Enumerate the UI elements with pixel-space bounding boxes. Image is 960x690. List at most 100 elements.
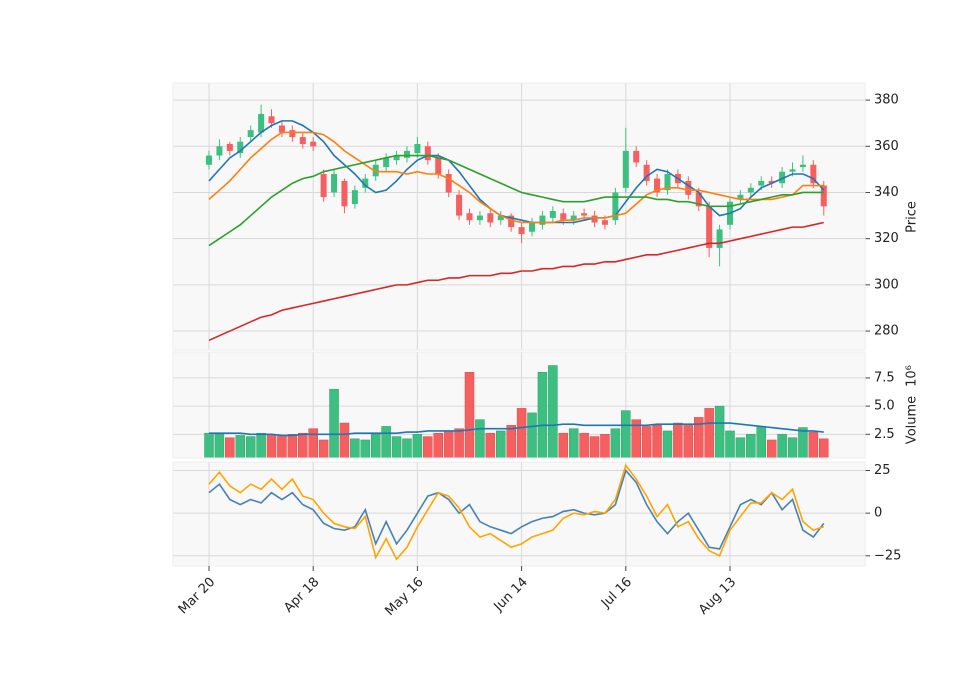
volume-bar bbox=[433, 432, 443, 459]
volume-bar bbox=[308, 428, 318, 459]
candle-body bbox=[570, 215, 577, 221]
candle-body bbox=[310, 141, 317, 147]
panel-frame bbox=[172, 461, 866, 567]
volume-bar bbox=[245, 436, 256, 459]
candle-body bbox=[362, 178, 369, 188]
line-series bbox=[208, 463, 825, 561]
y-tick-label: 25 bbox=[874, 463, 891, 478]
volume-bar bbox=[673, 422, 683, 459]
volume-bar bbox=[808, 431, 819, 459]
volume-bar bbox=[746, 434, 756, 459]
x-tick-label: Aug 13 bbox=[696, 575, 739, 618]
panel-background bbox=[173, 83, 865, 350]
candle-body bbox=[299, 137, 306, 144]
volume-axis-label: Volume bbox=[905, 396, 920, 444]
candle-body bbox=[466, 213, 473, 221]
candle-body bbox=[820, 185, 827, 207]
y-tick-label: 380 bbox=[874, 93, 899, 108]
candle-body bbox=[539, 215, 546, 225]
candle-body bbox=[581, 213, 588, 216]
candle-body bbox=[320, 174, 327, 198]
candle-body bbox=[216, 146, 223, 156]
candle-body bbox=[351, 190, 358, 205]
volume-bar bbox=[714, 405, 725, 459]
candle-body bbox=[508, 215, 515, 228]
candle-body bbox=[289, 130, 296, 138]
volume-bar bbox=[725, 430, 735, 459]
panel-background bbox=[173, 462, 865, 566]
candle-body bbox=[601, 220, 608, 225]
candle-body bbox=[737, 194, 744, 200]
candle-body bbox=[393, 155, 400, 161]
candle-body bbox=[247, 130, 254, 138]
volume-bar bbox=[350, 438, 360, 459]
panel-frame bbox=[172, 82, 866, 351]
line-series bbox=[209, 422, 824, 437]
volume-bar bbox=[568, 428, 579, 459]
candle-body bbox=[278, 125, 285, 133]
volume-bar bbox=[527, 412, 537, 459]
volume-bar bbox=[506, 425, 516, 459]
line-series bbox=[208, 154, 824, 247]
y-tick-label: 280 bbox=[874, 324, 899, 339]
y-tick-label: 7.5 bbox=[874, 370, 895, 385]
candle-body bbox=[476, 215, 483, 221]
volume-bar bbox=[819, 438, 829, 459]
volume-bar bbox=[683, 423, 694, 459]
candle-body bbox=[549, 210, 556, 218]
volume-bar bbox=[662, 430, 673, 459]
volume-bar bbox=[485, 432, 496, 459]
candle-body bbox=[237, 141, 244, 154]
candle-body bbox=[414, 143, 421, 154]
volume-bar bbox=[777, 434, 787, 459]
candle-body bbox=[685, 180, 692, 195]
candle-body bbox=[383, 157, 390, 168]
volume-unit-label: 10⁶ bbox=[905, 365, 920, 387]
volume-bar bbox=[589, 436, 600, 459]
y-tick-label: 5.0 bbox=[874, 399, 895, 414]
candle-body bbox=[758, 180, 765, 186]
volume-bar bbox=[621, 410, 631, 459]
candle-body bbox=[612, 192, 619, 221]
y-tick-label: 0 bbox=[874, 506, 882, 521]
x-tick-label: Mar 20 bbox=[176, 575, 219, 618]
volume-bar bbox=[339, 422, 350, 459]
candle-body bbox=[560, 213, 567, 221]
volume-bar bbox=[641, 426, 652, 459]
candle-body bbox=[403, 150, 410, 158]
volume-bar bbox=[225, 437, 235, 459]
volume-bar bbox=[370, 434, 381, 459]
y-tick-label: 320 bbox=[874, 231, 899, 246]
volume-bar bbox=[496, 430, 506, 459]
candle-body bbox=[654, 178, 661, 193]
candle-body bbox=[206, 155, 212, 165]
volume-bar bbox=[537, 372, 548, 459]
line-series bbox=[208, 221, 824, 342]
volume-bar bbox=[287, 434, 298, 459]
volume-bar bbox=[652, 425, 662, 459]
volume-bar bbox=[360, 439, 371, 459]
candle-body bbox=[768, 180, 775, 184]
volume-bar bbox=[402, 438, 412, 459]
volume-bar bbox=[766, 439, 777, 459]
y-tick-label: 2.5 bbox=[874, 427, 895, 442]
volume-bar bbox=[798, 427, 808, 459]
panel-frame bbox=[172, 351, 866, 459]
volume-bar bbox=[756, 426, 767, 459]
candle-body bbox=[435, 157, 442, 175]
candle-body bbox=[622, 150, 629, 188]
candle-body bbox=[518, 227, 525, 235]
volume-bar bbox=[277, 435, 287, 459]
candle-body bbox=[633, 150, 640, 163]
candle-body bbox=[643, 164, 650, 181]
volume-bar bbox=[579, 432, 589, 459]
candle-body bbox=[341, 180, 348, 207]
candle-body bbox=[226, 143, 233, 151]
y-tick-label: 360 bbox=[874, 139, 899, 154]
x-tick-label: Jul 16 bbox=[598, 575, 635, 612]
candle-body bbox=[810, 164, 817, 184]
candle-body bbox=[716, 229, 723, 248]
volume-bar bbox=[516, 408, 527, 459]
candle-body bbox=[372, 164, 379, 177]
